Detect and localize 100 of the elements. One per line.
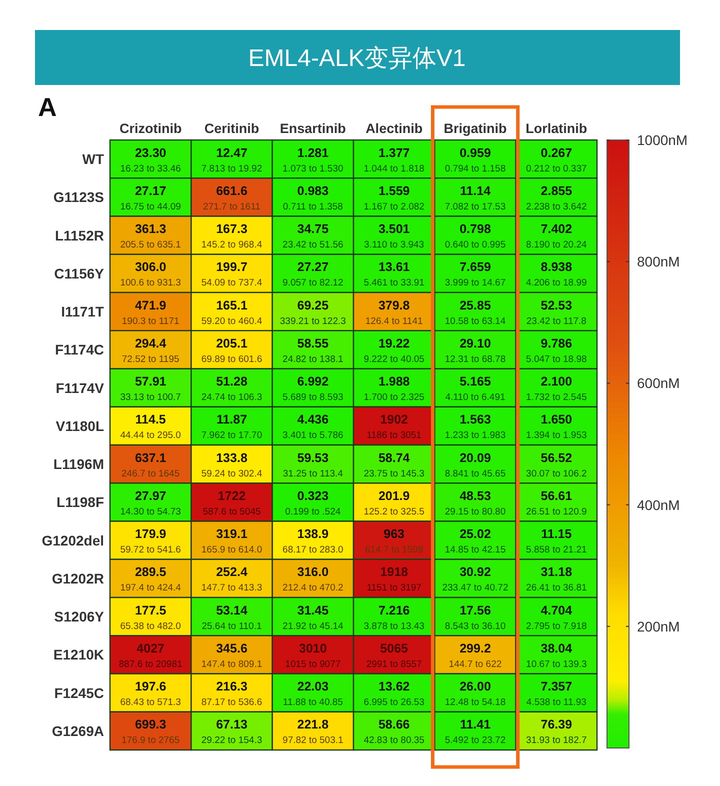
text: A	[38, 92, 57, 122]
data-label: 7.402 8.190 to 20.24	[526, 222, 587, 251]
data-label: 5065 2991 to 8557	[366, 641, 422, 670]
y-tick-label: I1171T	[61, 304, 104, 320]
data-label: 197.6 68.43 to 571.3	[120, 680, 181, 708]
data-label: 7.216 3.878 to 13.43	[364, 603, 424, 632]
data-label: 31.45 21.92 to 45.14	[282, 603, 344, 632]
data-label: 57.91 33.13 to 100.7	[120, 374, 181, 404]
data-label: 0.267 0.212 to 0.337	[526, 146, 587, 174]
y-tick-label: F1174V	[56, 380, 105, 396]
y-tick-label: E1210K	[53, 646, 104, 663]
color-bar-label: 600nM	[637, 375, 680, 392]
y-tick-label: L1198F	[56, 494, 104, 510]
y-tick-label: G1202del	[42, 532, 104, 548]
data-label: 205.1 69.89 to 601.6	[201, 336, 262, 365]
y-tick-label: G1123S	[53, 189, 104, 206]
y-tick-label: G1202R	[52, 570, 104, 586]
data-label: 8.938 4.206 to 18.99	[526, 260, 587, 289]
data-label: 19.22 9.222 to 40.05	[364, 336, 424, 365]
data-label: 1918 1151 to 3197	[366, 565, 422, 594]
y-tick-label: WT	[82, 151, 104, 168]
data-label: 1.988 1.700 to 2.325	[364, 374, 424, 404]
title: EML4-ALK变异体V1	[35, 30, 680, 85]
data-label: 17.56 8.543 to 36.10	[444, 603, 506, 632]
data-label: 58.66 42.83 to 80.35	[364, 718, 424, 746]
data-label: 221.8 97.82 to 503.1	[282, 718, 344, 746]
data-label: 27.27 9.057 to 82.12	[282, 260, 344, 289]
data-label: 201.9 125.2 to 325.5	[364, 488, 424, 518]
data-label: 11.15 5.858 to 21.21	[526, 527, 587, 556]
data-label: 76.39 31.93 to 182.7	[526, 718, 587, 746]
data-label: 294.4 72.52 to 1195	[122, 336, 180, 365]
data-label: 48.53 29.15 to 80.80	[444, 488, 506, 518]
y-tick-label: V1180L	[56, 418, 104, 434]
data-label: 58.74 23.75 to 145.3	[364, 450, 424, 480]
x-tick-label: Ensartinib	[280, 121, 346, 136]
data-label: 252.4 147.7 to 413.3	[201, 565, 262, 594]
data-label: 699.3 176.9 to 2765	[122, 718, 180, 746]
data-label: 59.53 31.25 to 113.4	[282, 450, 343, 480]
data-label: 56.52 30.07 to 106.2	[526, 450, 587, 480]
color-bar-label: 200nM	[637, 618, 680, 634]
data-label: 316.0 212.4 to 470.2	[282, 565, 344, 594]
data-label: 289.5 197.4 to 424.4	[120, 565, 181, 594]
data-label: 2.855 2.238 to 3.642	[526, 184, 587, 212]
color-bar-label: 1000nM	[637, 132, 688, 148]
data-label: 27.17 16.75 to 44.09	[120, 184, 181, 212]
data-label: 179.9 59.72 to 541.6	[120, 527, 181, 556]
color-bar-label: 400nM	[637, 496, 680, 513]
data-label: 4.704 2.795 to 7.918	[526, 603, 587, 632]
data-label: 7.659 3.999 to 14.67	[444, 260, 506, 289]
data-label: 7.357 4.538 to 11.93	[526, 680, 586, 708]
data-label: 0.983 0.711 to 1.358	[282, 184, 343, 212]
data-label: 379.8 126.4 to 1141	[365, 298, 423, 327]
data-label: 319.1 165.9 to 614.0	[201, 527, 262, 556]
data-label: 58.55 24.82 to 138.1	[282, 336, 344, 365]
data-label: 306.0 100.6 to 931.3	[120, 260, 181, 289]
data-label: 25.02 14.85 to 42.15	[444, 527, 506, 556]
data-label: 11.14 7.082 to 17.53	[444, 184, 506, 212]
data-label: 23.30 16.23 to 33.46	[120, 146, 181, 174]
data-label: 9.786 5.047 to 18.98	[526, 336, 587, 365]
data-label: 177.5 65.38 to 482.0	[120, 603, 181, 632]
y-tick-label: C1156Y	[54, 265, 105, 282]
y-tick-label: G1269A	[52, 722, 104, 739]
data-label: 11.41 5.492 to 23.72	[444, 718, 506, 746]
data-label: 114.5 44.44 to 295.0	[120, 412, 181, 442]
data-label: 30.92 233.47 to 40.72	[442, 565, 508, 594]
data-label: 1902 1186 to 3051	[366, 412, 422, 442]
data-label: 22.03 11.88 to 40.85	[282, 680, 343, 708]
data-label: 6.992 5.689 to 8.593	[282, 374, 344, 404]
data-label: 13.61 5.461 to 33.91	[364, 260, 424, 289]
data-label: 637.1 246.7 to 1645	[122, 450, 180, 480]
data-label: 138.9 68.17 to 283.0	[282, 527, 344, 556]
data-label: 167.3 145.2 to 968.4	[201, 222, 262, 251]
y-tick-label: F1174C	[54, 342, 104, 358]
data-label: 29.10 12.31 to 68.78	[444, 336, 506, 365]
data-label: 5.165 4.110 to 6.491	[445, 374, 506, 404]
data-label: 34.75 23.42 to 51.56	[282, 222, 344, 251]
data-label: 12.47 7.813 to 19.92	[201, 146, 262, 174]
data-label: 26.00 12.48 to 54.18	[444, 680, 506, 708]
data-label: 27.97 14.30 to 54.73	[120, 488, 181, 518]
x-tick-label: Ceritinib	[204, 121, 260, 136]
data-label: 3010 1015 to 9077	[285, 641, 341, 670]
data-label: 199.7 54.09 to 737.4	[201, 260, 262, 289]
data-label: 216.3 87.17 to 536.6	[201, 680, 262, 708]
x-tick-label: Lorlatinib	[526, 121, 588, 136]
data-label: 53.14 25.64 to 110.1	[202, 603, 262, 632]
data-label: 3.501 3.110 to 3.943	[364, 222, 424, 251]
data-label: 133.8 59.24 to 302.4	[201, 450, 262, 480]
y-tick-label: L1196M	[53, 456, 104, 472]
data-label: 11.87 7.962 to 17.70	[201, 412, 262, 442]
y-tick-label: F1245C	[54, 684, 104, 701]
data-label: 2.100 1.732 to 2.545	[526, 374, 587, 404]
data-label: 1.563 1.233 to 1.983	[444, 412, 506, 442]
data-label: 165.1 59.20 to 460.4	[201, 298, 262, 327]
data-label: 20.09 8.841 to 45.65	[444, 450, 506, 480]
y-tick-label: L1152R	[54, 227, 104, 244]
data-label: 0.959 0.794 to 1.158	[444, 146, 506, 174]
data-label: 4.436 3.401 to 5.786	[282, 412, 344, 442]
data-label: 4027 887.6 to 20981	[118, 641, 182, 670]
x-tick-label: Alectinib	[366, 121, 423, 136]
chart-title: EML4-ALK变异体V1	[248, 45, 466, 72]
